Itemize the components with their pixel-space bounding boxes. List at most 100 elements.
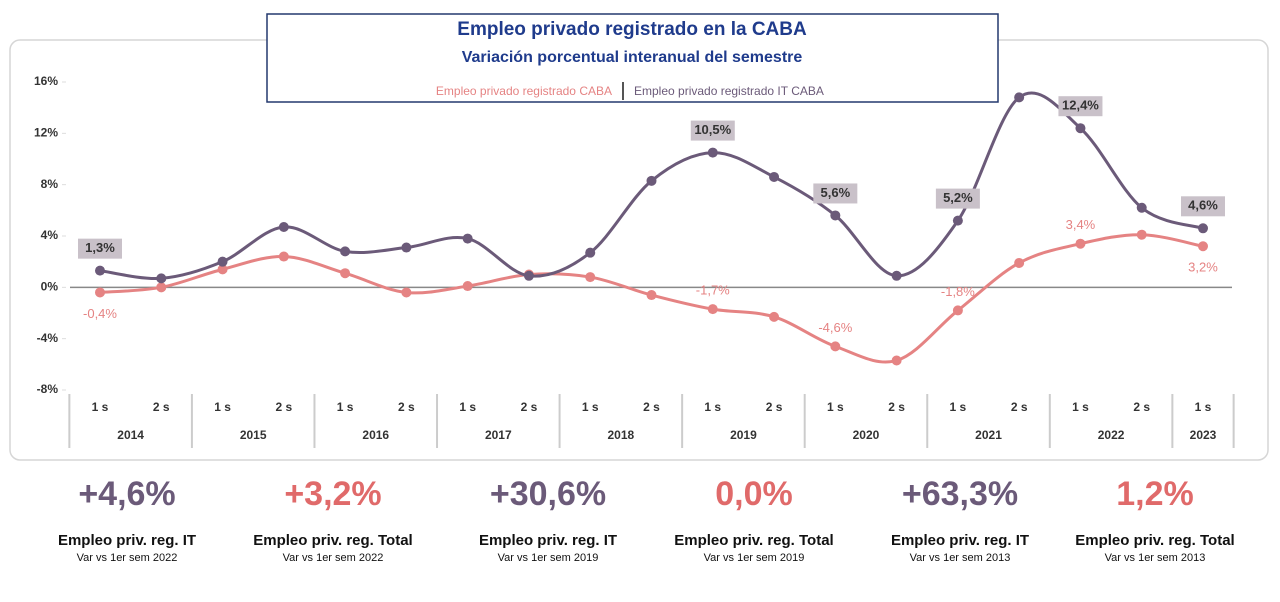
x-group-label: 2015 xyxy=(240,428,267,442)
data-label: 3,2% xyxy=(1188,260,1218,275)
title-box xyxy=(266,13,999,103)
x-tick-label: 2 s xyxy=(643,400,660,414)
label-box xyxy=(78,238,122,259)
x-tick-label: 2 s xyxy=(521,400,538,414)
point xyxy=(1014,92,1025,103)
point xyxy=(278,222,289,233)
point xyxy=(891,270,902,281)
x-tick-label: 2 s xyxy=(398,400,415,414)
legend-entry: Empleo privado registrado CABA xyxy=(436,84,612,98)
summary-note: Var vs 1er sem 2019 xyxy=(498,552,599,564)
summary-value: 0,0% xyxy=(715,475,793,513)
y-tick-label: 12% xyxy=(34,126,58,140)
series-line xyxy=(99,91,1204,281)
chart-title: Empleo privado registrado en la CABA xyxy=(457,19,807,40)
point xyxy=(217,256,228,267)
point xyxy=(830,341,841,352)
y-tick-label: 8% xyxy=(41,177,59,191)
x-group-label: 2018 xyxy=(608,428,635,442)
x-group-label: 2017 xyxy=(485,428,512,442)
x-tick-label: 1 s xyxy=(582,400,599,414)
data-label: 4,6% xyxy=(1188,198,1218,213)
y-tick-label: -8% xyxy=(37,382,59,396)
point xyxy=(1014,257,1025,268)
x-tick-label: 1 s xyxy=(92,400,109,414)
data-label: -1,8% xyxy=(941,284,975,299)
summary-note: Var vs 1er sem 2013 xyxy=(910,552,1011,564)
y-tick-label: -4% xyxy=(37,331,59,345)
summary-label: Empleo priv. reg. IT xyxy=(58,532,196,549)
point xyxy=(585,247,596,258)
x-group-label: 2022 xyxy=(1098,428,1125,442)
summary-note: Var vs 1er sem 2022 xyxy=(77,552,178,564)
x-tick-label: 2 s xyxy=(888,400,905,414)
summary-value: +4,6% xyxy=(78,475,175,513)
point xyxy=(707,147,718,158)
summary-value: +63,3% xyxy=(902,475,1018,513)
label-box xyxy=(935,188,980,209)
y-tick-label: 4% xyxy=(41,228,59,242)
point xyxy=(340,246,351,257)
data-label: 5,6% xyxy=(821,185,851,200)
point xyxy=(769,171,780,182)
summary-label: Empleo priv. reg. Total xyxy=(1075,532,1234,549)
x-group-label: 2019 xyxy=(730,428,757,442)
x-tick-label: 1 s xyxy=(337,400,354,414)
x-tick-label: 1 s xyxy=(950,400,967,414)
point xyxy=(1198,241,1208,252)
data-label: -1,7% xyxy=(696,283,730,298)
summary-note: Var vs 1er sem 2013 xyxy=(1105,552,1206,564)
point xyxy=(278,251,289,262)
x-tick-label: 1 s xyxy=(214,400,231,414)
x-tick-label: 2 s xyxy=(766,400,783,414)
summary-label: Empleo priv. reg. IT xyxy=(891,532,1029,549)
point xyxy=(462,233,473,244)
point xyxy=(1136,202,1147,213)
point xyxy=(523,270,534,281)
point xyxy=(646,290,657,301)
point xyxy=(830,210,841,221)
point xyxy=(156,273,167,284)
label-box xyxy=(1058,96,1103,117)
summary-note: Var vs 1er sem 2022 xyxy=(283,552,384,564)
x-group-label: 2014 xyxy=(117,428,144,442)
summary-label: Empleo priv. reg. Total xyxy=(674,532,833,549)
x-tick-label: 2 s xyxy=(1011,400,1028,414)
point xyxy=(769,311,780,322)
x-tick-label: 2 s xyxy=(1133,400,1150,414)
x-tick-label: 2 s xyxy=(153,400,170,414)
x-group-label: 2021 xyxy=(975,428,1002,442)
point xyxy=(156,282,167,293)
data-label: 3,4% xyxy=(1066,217,1096,232)
label-box xyxy=(813,183,858,204)
label-box xyxy=(690,120,735,141)
point xyxy=(95,265,105,276)
point xyxy=(952,215,963,226)
point xyxy=(891,355,902,366)
data-label: 10,5% xyxy=(694,122,731,137)
x-tick-label: 1 s xyxy=(1072,400,1089,414)
summary-label: Empleo priv. reg. Total xyxy=(253,532,412,549)
point xyxy=(1136,229,1147,240)
point xyxy=(585,272,596,283)
x-tick-label: 1 s xyxy=(704,400,721,414)
y-tick-label: 0% xyxy=(41,280,59,294)
point xyxy=(401,287,412,298)
point xyxy=(95,287,105,298)
label-box xyxy=(1181,196,1225,217)
point xyxy=(707,304,718,315)
data-label: -0,4% xyxy=(83,306,117,321)
summary-label: Empleo priv. reg. IT xyxy=(479,532,617,549)
data-label: 5,2% xyxy=(943,190,973,205)
x-group-label: 2020 xyxy=(853,428,880,442)
chart-subtitle: Variación porcentual interanual del seme… xyxy=(462,49,803,66)
x-tick-label: 1 s xyxy=(459,400,476,414)
summary-note: Var vs 1er sem 2019 xyxy=(704,552,805,564)
data-label: 12,4% xyxy=(1062,98,1099,113)
data-label: 1,3% xyxy=(85,240,115,255)
point xyxy=(1075,238,1086,249)
summary-value: 1,2% xyxy=(1116,475,1194,513)
x-tick-label: 1 s xyxy=(827,400,844,414)
point xyxy=(646,175,657,186)
